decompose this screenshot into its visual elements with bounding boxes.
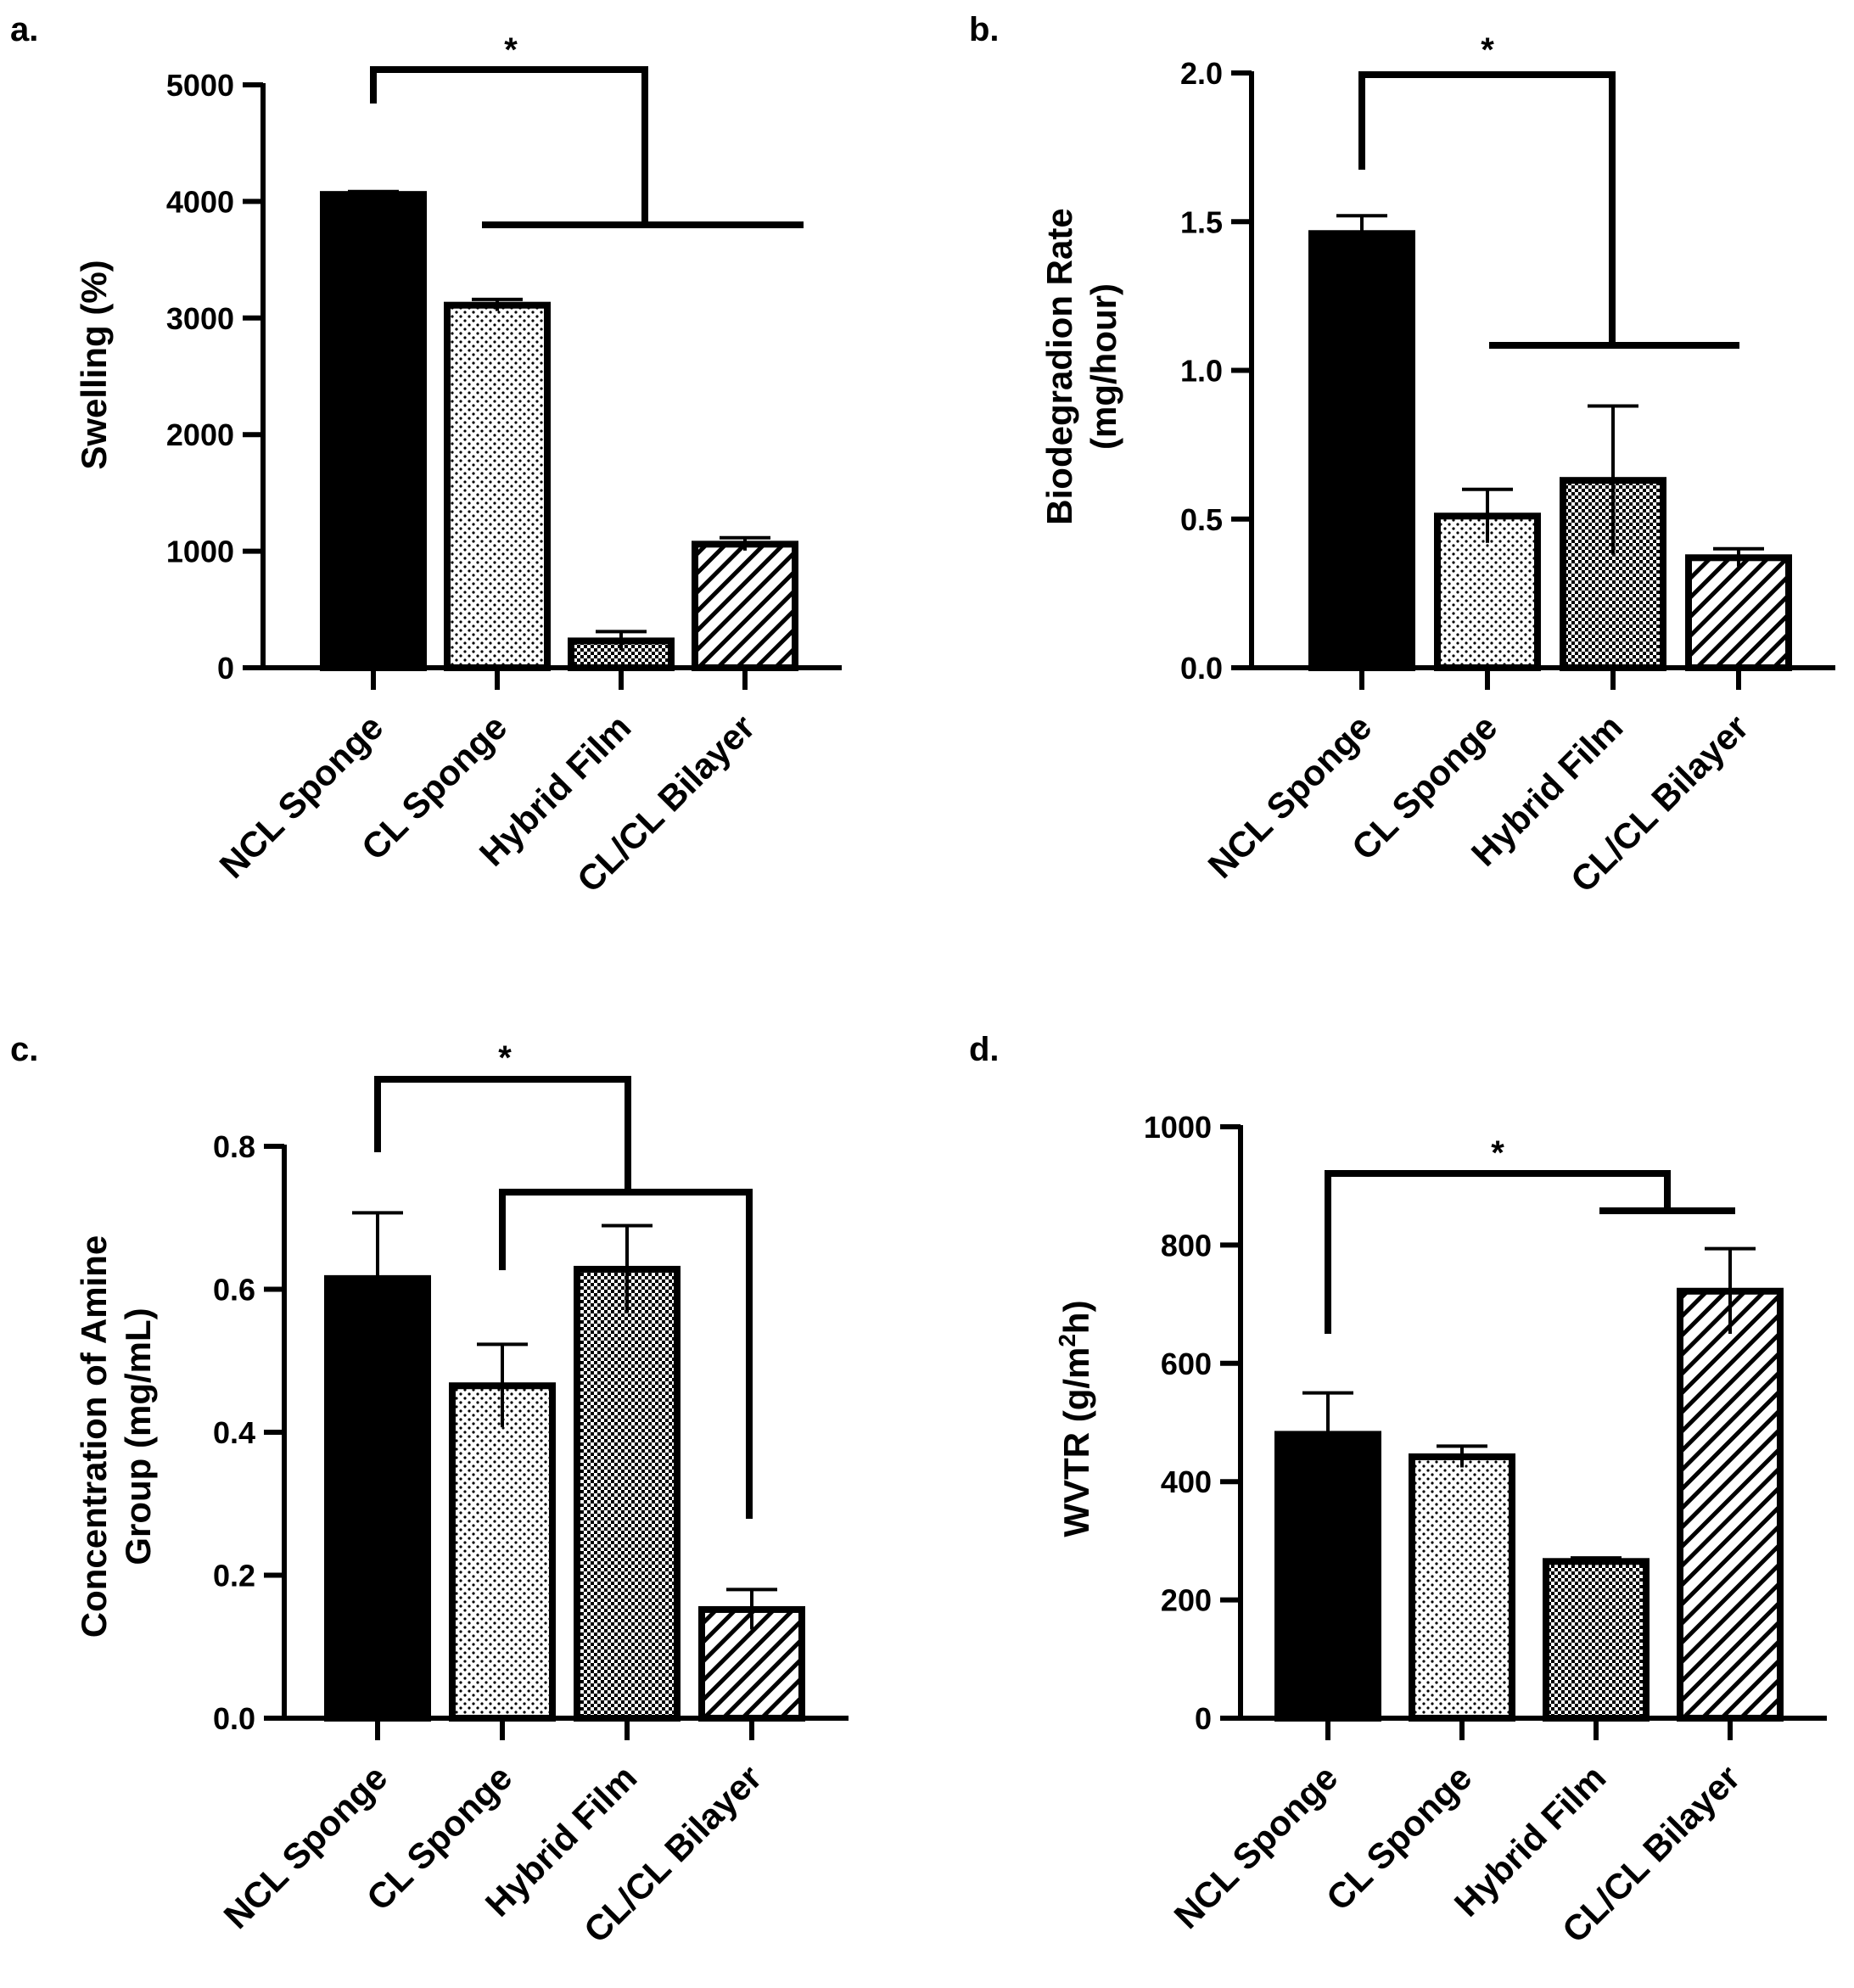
y-tick-label: 5000	[166, 68, 234, 103]
y-tick-label: 200	[1161, 1583, 1212, 1618]
y-tick-label: 4000	[166, 184, 234, 219]
bars	[1274, 1287, 1784, 1722]
y-axis-title: WVTR (g/m2h)	[1054, 1300, 1096, 1537]
y-axis-title-text: WVTR (g/m2h)	[1054, 1300, 1096, 1537]
error-bars	[348, 189, 770, 690]
significance-star: *	[1481, 31, 1494, 69]
bar-ncl-sponge	[1308, 230, 1415, 671]
category-label: NCL Sponge	[1166, 1757, 1345, 1936]
panel-b-biodegradation-chart: b. Biodegradion Rate (mg/hour) 0.0 0.5 1.0…	[969, 11, 1835, 900]
y-axis-title-suffix: h)	[1056, 1300, 1096, 1334]
bar-cl-sponge	[444, 301, 551, 671]
bar-cl-sponge	[449, 1382, 556, 1722]
significance-bracket-left-arm	[374, 1076, 631, 1192]
category-label: NCL Sponge	[1200, 707, 1379, 886]
y-axis-title-line-1: Biodegradion Rate	[1039, 208, 1079, 524]
bar-cl-cl-bilayer	[692, 540, 798, 672]
y-axis-title: Biodegradion Rate (mg/hour)	[1039, 208, 1123, 524]
y-tick-label: 2.0	[1180, 56, 1223, 91]
y-tick-label: 0.6	[213, 1273, 255, 1308]
bar-cl-cl-bilayer	[1685, 554, 1792, 671]
panel-d-wvtr-chart: d. WVTR (g/m2h) 0 200 400 600 800 1000 NCL Sp…	[969, 1031, 1827, 1951]
significance-bracket	[370, 66, 804, 228]
y-ticks: 0 200 400 600 800 1000	[1144, 1110, 1827, 1736]
bar-ncl-sponge	[1274, 1431, 1381, 1722]
y-tick-label: 0.4	[213, 1415, 255, 1450]
y-axis-title-main: WVTR (g/m	[1056, 1347, 1096, 1537]
y-axis-title-line-1: Swelling (%)	[74, 260, 114, 469]
panel-c-amine-chart: c. Concentration of Amine Group (mg/mL) …	[10, 1031, 849, 1951]
category-label: NCL Sponge	[216, 1757, 395, 1936]
significance-bracket-left-arm	[1325, 1170, 1671, 1334]
y-tick-label: 400	[1161, 1464, 1212, 1499]
y-tick-label: 3000	[166, 301, 234, 336]
y-tick-label: 2000	[166, 417, 234, 452]
bars	[1308, 230, 1792, 671]
significance-star: *	[504, 31, 518, 69]
y-axis-title-superscript: 2	[1054, 1334, 1080, 1347]
y-tick-label: 0.5	[1180, 502, 1223, 537]
y-axis-title-line-2: Group (mg/mL)	[118, 1308, 158, 1565]
significance-bracket	[1358, 71, 1739, 349]
y-axis-title-line-1: Concentration of Amine	[74, 1235, 114, 1638]
significance-star: *	[498, 1039, 512, 1077]
bars	[320, 191, 798, 672]
error-bars	[352, 1211, 777, 1740]
error-bars	[1302, 1246, 1756, 1740]
bar-cl-cl-bilayer	[1677, 1287, 1784, 1722]
significance-bracket-left-arm	[1358, 71, 1616, 345]
y-tick-label: 800	[1161, 1228, 1212, 1263]
significance-bracket	[1325, 1170, 1735, 1334]
panel-label: b.	[969, 11, 1000, 48]
y-tick-label: 600	[1161, 1347, 1212, 1381]
y-tick-label: 0.0	[213, 1701, 255, 1736]
bar-ncl-sponge	[320, 191, 427, 671]
category-label: NCL Sponge	[211, 707, 390, 886]
y-axis-title-line-2: (mg/hour)	[1084, 283, 1123, 450]
bars	[324, 1265, 805, 1722]
panel-label: c.	[10, 1031, 38, 1068]
significance-bracket-group-line	[499, 1189, 753, 1519]
error-bars	[1336, 214, 1764, 690]
significance-bracket	[374, 1076, 753, 1519]
bar-hybrid-film	[574, 1265, 681, 1722]
bar-hybrid-film	[1543, 1558, 1650, 1722]
y-axis-title: Swelling (%)	[74, 260, 114, 469]
y-tick-label: 1000	[1144, 1110, 1212, 1145]
significance-star: *	[1491, 1134, 1504, 1172]
bar-cl-sponge	[1409, 1453, 1515, 1722]
significance-bracket-left-arm	[370, 66, 648, 225]
bar-ncl-sponge	[324, 1274, 431, 1722]
y-tick-label: 0.2	[213, 1559, 255, 1593]
panel-label: d.	[969, 1031, 1000, 1068]
y-tick-label: 0.8	[213, 1129, 255, 1164]
y-tick-label: 0	[1195, 1701, 1212, 1736]
y-tick-label: 0	[217, 651, 234, 686]
panel-label: a.	[10, 11, 38, 48]
y-tick-label: 1000	[166, 535, 234, 569]
y-tick-label: 0.0	[1180, 651, 1223, 686]
y-axis-title: Concentration of Amine Group (mg/mL)	[74, 1235, 158, 1638]
y-tick-label: 1.0	[1180, 354, 1223, 389]
panel-a-swelling-chart: a. Swelling (%) 0 1000 2000 3000 4000 5000 NC…	[10, 11, 842, 900]
y-tick-label: 1.5	[1180, 204, 1223, 239]
